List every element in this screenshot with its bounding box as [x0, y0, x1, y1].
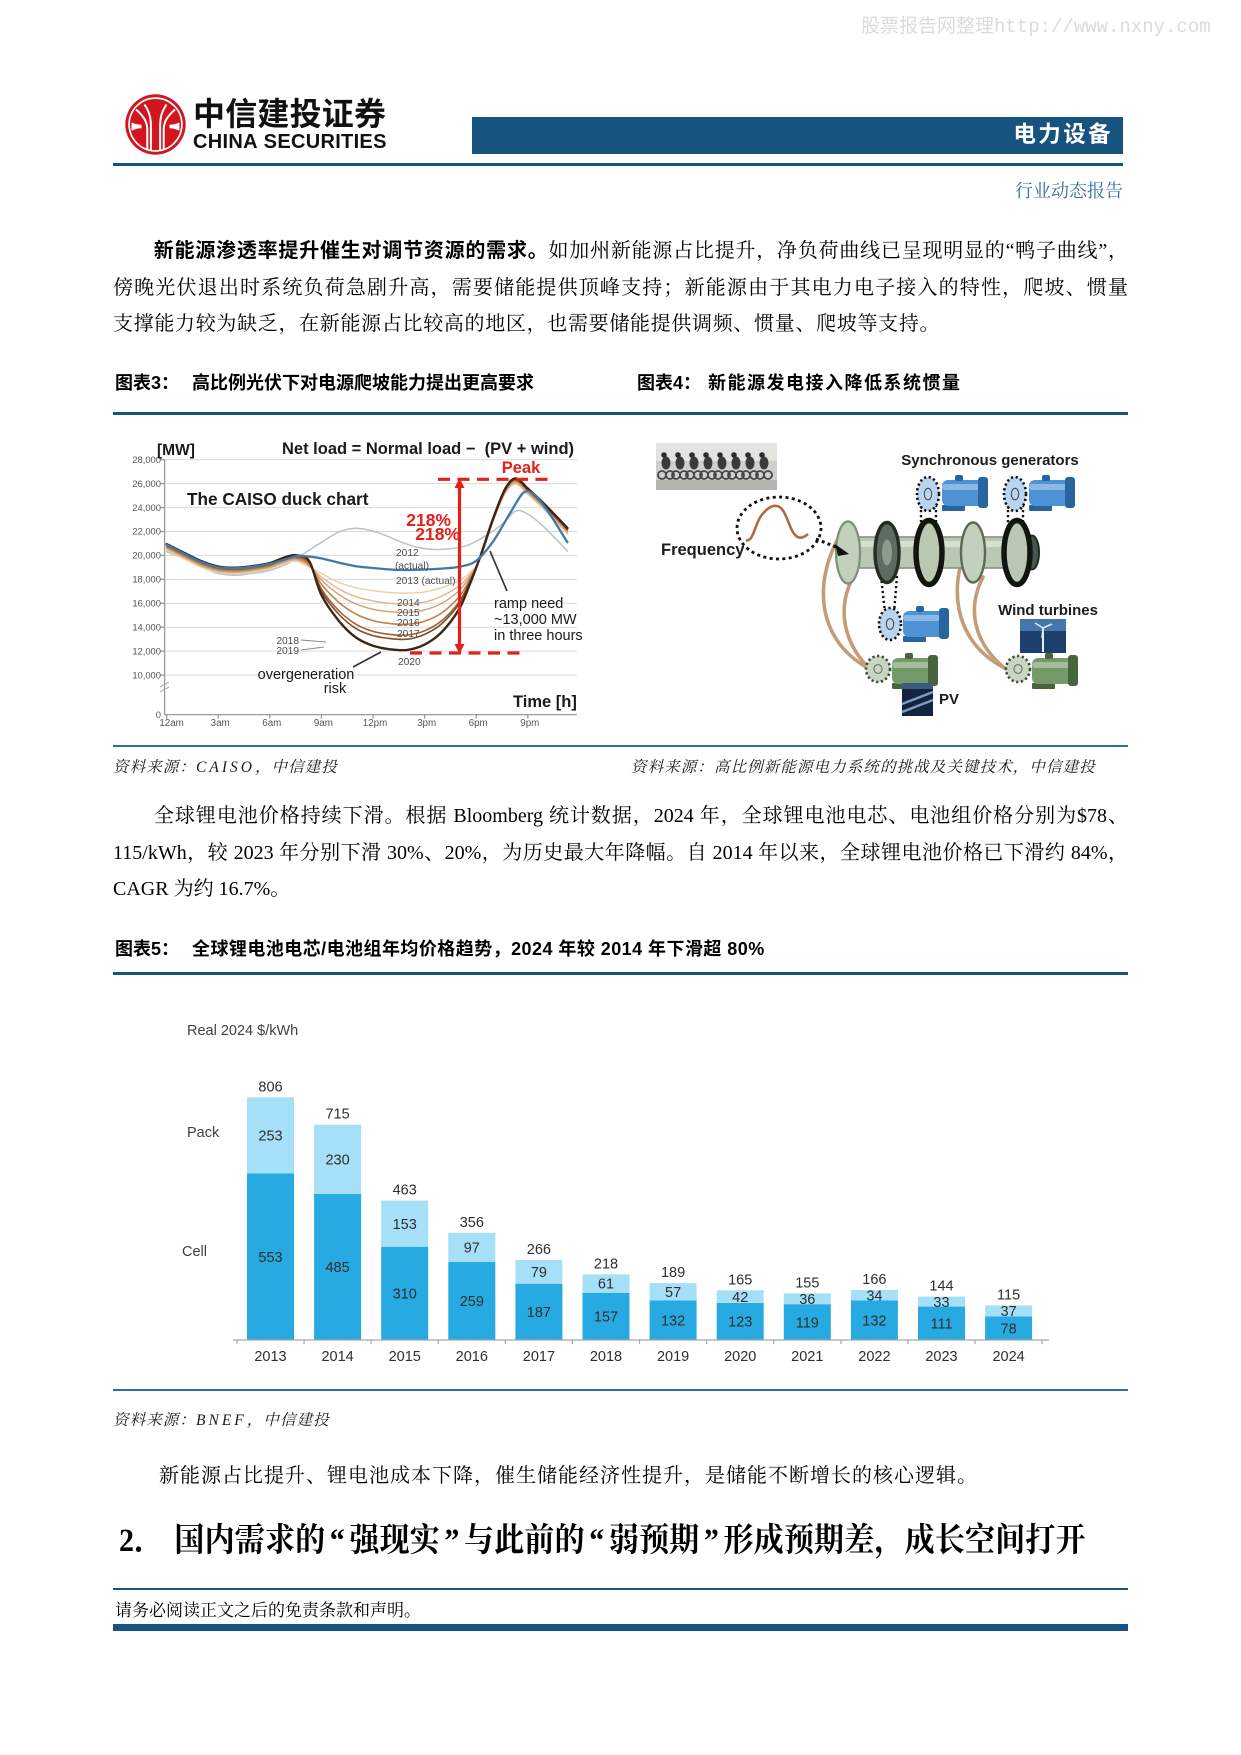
svg-text:2017: 2017 [397, 629, 420, 640]
svg-text:0: 0 [156, 709, 161, 720]
svg-text:218%: 218% [415, 524, 460, 544]
svg-text:165: 165 [728, 1272, 752, 1288]
svg-text:24,000: 24,000 [132, 502, 161, 513]
svg-text:18,000: 18,000 [132, 574, 161, 585]
svg-text:20,000: 20,000 [132, 550, 161, 561]
svg-text:2022: 2022 [858, 1349, 890, 1365]
svg-text:42: 42 [732, 1290, 748, 1306]
svg-text:2018: 2018 [590, 1349, 622, 1365]
svg-text:715: 715 [325, 1107, 349, 1123]
svg-text:111: 111 [930, 1317, 952, 1333]
svg-text:3am: 3am [211, 718, 230, 729]
svg-text:12,000: 12,000 [132, 645, 161, 656]
svg-text:553: 553 [258, 1250, 282, 1266]
svg-text:78: 78 [1001, 1322, 1017, 1338]
svg-text:189: 189 [661, 1265, 685, 1281]
svg-text:218%: 218% [406, 510, 451, 530]
svg-text:2013 (actual): 2013 (actual) [396, 576, 455, 587]
svg-text:97: 97 [464, 1241, 480, 1257]
svg-text:230: 230 [325, 1153, 349, 1169]
svg-text:132: 132 [862, 1313, 886, 1329]
svg-text:115: 115 [997, 1287, 1020, 1303]
svg-text:10,000: 10,000 [132, 669, 161, 680]
svg-text:2014: 2014 [397, 598, 420, 609]
svg-text:2017: 2017 [523, 1349, 555, 1365]
svg-text:266: 266 [527, 1242, 551, 1258]
svg-text:144: 144 [929, 1279, 953, 1295]
svg-text:Real 2024 $/kWh: Real 2024 $/kWh [187, 1023, 298, 1039]
svg-text:2023: 2023 [925, 1349, 957, 1365]
svg-text:485: 485 [325, 1260, 349, 1276]
svg-text:risk: risk [324, 681, 347, 697]
svg-text:34: 34 [866, 1288, 882, 1304]
svg-text:The CAISO duck chart: The CAISO duck chart [187, 489, 369, 509]
svg-text:2024: 2024 [992, 1349, 1024, 1365]
svg-text:36: 36 [799, 1292, 815, 1308]
svg-text:218: 218 [594, 1256, 618, 1272]
svg-text:Peak: Peak [502, 459, 541, 477]
svg-text:(actual): (actual) [395, 561, 429, 572]
svg-text:12am: 12am [159, 718, 184, 729]
svg-text:37: 37 [1001, 1304, 1017, 1320]
svg-text:253: 253 [258, 1129, 282, 1145]
svg-text:16,000: 16,000 [132, 598, 161, 609]
svg-text:Frequency: Frequency [661, 541, 745, 559]
svg-text:157: 157 [594, 1310, 618, 1326]
svg-text:153: 153 [393, 1217, 417, 1233]
svg-text:61: 61 [598, 1277, 614, 1293]
svg-text:overgeneration: overgeneration [258, 667, 355, 683]
svg-text:2018: 2018 [276, 636, 299, 647]
svg-text:2015: 2015 [397, 608, 420, 619]
svg-text:132: 132 [661, 1313, 685, 1329]
svg-text:Wind turbines: Wind turbines [998, 602, 1098, 619]
svg-text:2015: 2015 [389, 1349, 421, 1365]
svg-text:2021: 2021 [791, 1349, 823, 1365]
svg-text:33: 33 [933, 1295, 949, 1311]
svg-text:Time [h]: Time [h] [513, 693, 577, 711]
svg-text:259: 259 [460, 1294, 484, 1310]
svg-text:PV: PV [939, 691, 959, 708]
svg-text:Cell: Cell [182, 1244, 207, 1260]
svg-text:119: 119 [796, 1315, 819, 1331]
svg-text:[MW]: [MW] [157, 442, 195, 459]
svg-text:166: 166 [862, 1272, 886, 1288]
svg-text:22,000: 22,000 [132, 526, 161, 537]
svg-text:57: 57 [665, 1285, 681, 1301]
svg-text:155: 155 [795, 1275, 819, 1291]
svg-text:2020: 2020 [724, 1349, 756, 1365]
svg-text:in three hours: in three hours [494, 628, 583, 644]
svg-text:28,000: 28,000 [132, 454, 161, 465]
svg-text:2020: 2020 [398, 657, 421, 668]
svg-text:9am: 9am [314, 718, 333, 729]
svg-text:3pm: 3pm [417, 718, 436, 729]
svg-text:2019: 2019 [276, 646, 299, 657]
svg-text:6am: 6am [262, 718, 281, 729]
svg-text:ramp need: ramp need [494, 596, 563, 612]
svg-text:2014: 2014 [321, 1349, 353, 1365]
svg-text:26,000: 26,000 [132, 478, 161, 489]
svg-text:2019: 2019 [657, 1349, 689, 1365]
svg-text:9pm: 9pm [520, 718, 539, 729]
svg-text:Pack: Pack [187, 1125, 220, 1141]
svg-text:806: 806 [258, 1079, 282, 1095]
svg-text:79: 79 [531, 1265, 547, 1281]
svg-text:2012: 2012 [396, 548, 419, 559]
svg-text:463: 463 [393, 1183, 417, 1199]
svg-text:2013: 2013 [254, 1349, 286, 1365]
svg-text:~13,000 MW: ~13,000 MW [494, 612, 577, 628]
svg-text:6pm: 6pm [469, 718, 488, 729]
svg-text:Synchronous generators: Synchronous generators [901, 452, 1079, 469]
svg-text:123: 123 [728, 1315, 752, 1331]
svg-text:187: 187 [527, 1305, 551, 1321]
svg-text:2016: 2016 [397, 618, 420, 629]
svg-text:310: 310 [393, 1287, 417, 1303]
svg-text:Net load = Normal load − (PV: Net load = Normal load − (PV + wind) [282, 440, 574, 458]
svg-text:2016: 2016 [456, 1349, 488, 1365]
svg-text:356: 356 [460, 1215, 484, 1231]
svg-text:14,000: 14,000 [132, 621, 161, 632]
svg-text:12pm: 12pm [363, 718, 388, 729]
